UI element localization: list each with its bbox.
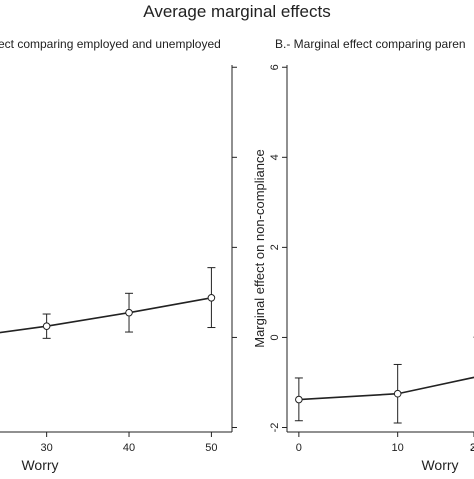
panel-b-x-label: Worry <box>421 457 458 473</box>
panel-b-series-line <box>298 336 474 401</box>
panel-b-title: B.- Marginal effect comparing paren <box>275 37 466 51</box>
panel-a-data-point <box>207 294 216 302</box>
panel-a-marks <box>0 267 216 340</box>
panel-a-x-label: Worry <box>21 457 58 473</box>
panel-a-x-tick-label: 50 <box>205 442 217 454</box>
panel-a-data-point <box>125 308 133 317</box>
panel-b-ticks: 0 10 203 -2 0 2 4 6 <box>269 64 474 454</box>
panel-b-y-tick-label: 2 <box>269 244 281 250</box>
panel-b: B.- Marginal effect comparing paren 0 10 2… <box>252 37 474 473</box>
panel-b-data-point <box>295 395 303 404</box>
panel-b-x-tick-label: 0 <box>296 442 302 454</box>
figure-title: Average marginal effects <box>143 2 331 21</box>
panel-b-x-tick-label: 3 <box>470 442 474 454</box>
panel-b-data-point <box>393 389 402 398</box>
panel-a-x-tick-label: 40 <box>123 442 135 454</box>
panel-b-y-label: Marginal effect on non-compliance <box>252 149 267 348</box>
panel-a-title: ect comparing employed and unemployed <box>0 37 221 51</box>
panel-b-marks <box>294 336 474 424</box>
panel-a-data-point <box>42 322 51 330</box>
panel-b-x-tick-label: 10 <box>392 442 404 454</box>
panel-a-ticks: 20304050 <box>41 66 237 454</box>
panel-b-y-tick-label: 6 <box>269 64 281 70</box>
panel-a-x-tick-label: 30 <box>41 442 53 454</box>
panel-b-x-tick-label: 20 <box>470 442 474 454</box>
panel-a: ect comparing employed and unemployed 20… <box>0 37 237 473</box>
panel-b-y-tick-label: 0 <box>269 334 281 340</box>
panel-b-y-tick-label: 4 <box>269 154 281 160</box>
panel-b-y-tick-label: -2 <box>269 423 281 433</box>
panel-a-series-line <box>0 297 212 340</box>
